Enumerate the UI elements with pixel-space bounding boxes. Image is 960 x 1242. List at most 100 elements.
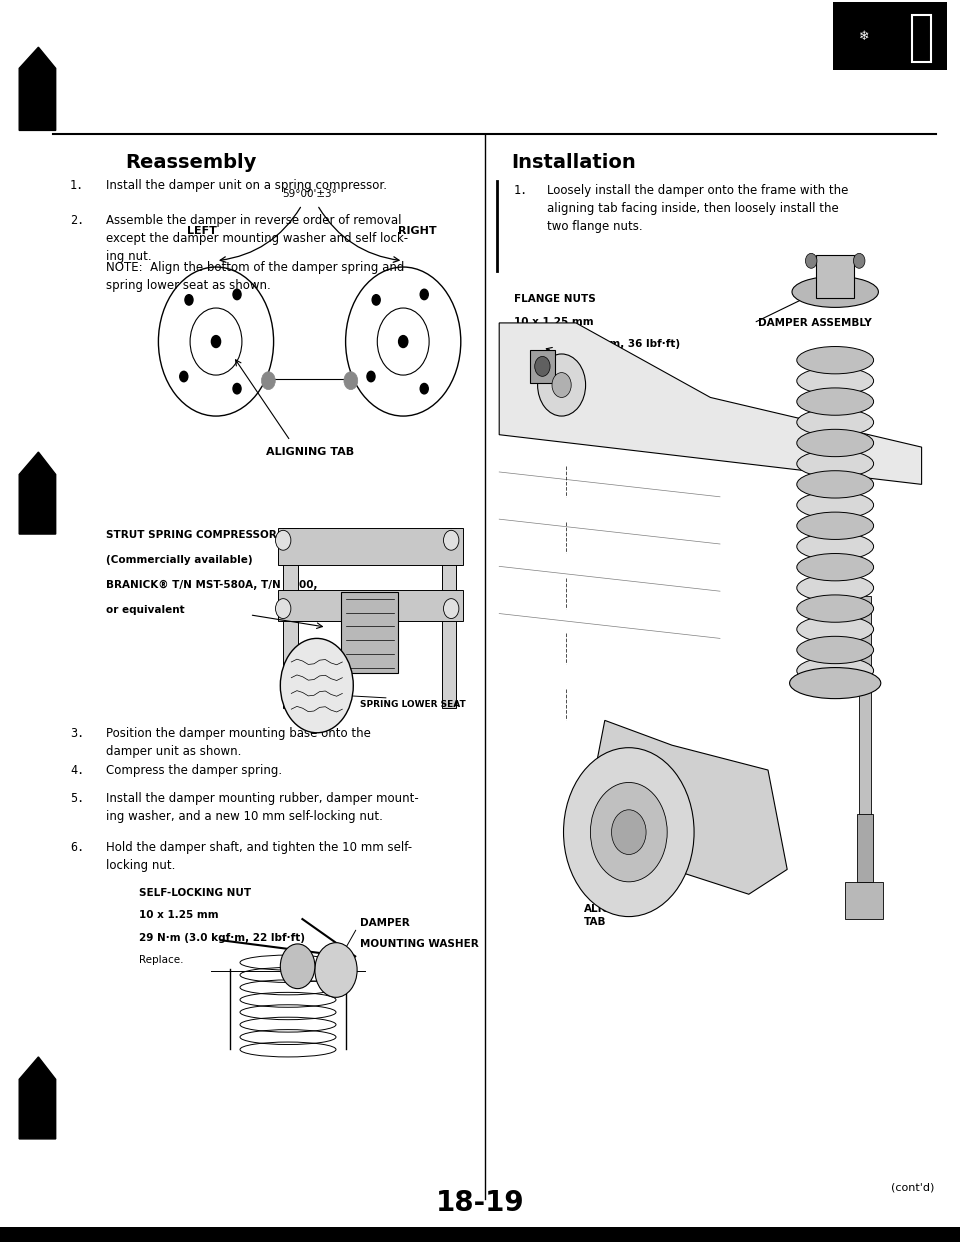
Text: SPRING LOWER SEAT: SPRING LOWER SEAT	[360, 700, 466, 709]
Text: Reassembly: Reassembly	[125, 153, 256, 171]
Circle shape	[280, 944, 315, 989]
Circle shape	[420, 384, 428, 394]
Text: RIGHT: RIGHT	[398, 226, 437, 236]
Ellipse shape	[797, 554, 874, 581]
Text: Installation: Installation	[512, 153, 636, 171]
Text: ALIGNING TAB: ALIGNING TAB	[266, 447, 353, 457]
Circle shape	[261, 371, 276, 390]
Text: 1.: 1.	[514, 184, 528, 196]
Text: 6.: 6.	[70, 841, 84, 853]
Circle shape	[590, 782, 667, 882]
Bar	[283, 528, 298, 708]
Text: 2.: 2.	[70, 214, 84, 226]
Bar	[341, 592, 398, 673]
Text: MOUNTING WASHER: MOUNTING WASHER	[360, 939, 479, 949]
Bar	[859, 596, 871, 845]
Circle shape	[805, 253, 817, 268]
Text: 1.: 1.	[70, 179, 84, 191]
Text: Install the damper mounting rubber, damper mount-
ing washer, and a new 10 mm se: Install the damper mounting rubber, damp…	[106, 792, 419, 823]
Circle shape	[398, 335, 408, 348]
Circle shape	[372, 294, 380, 306]
Circle shape	[535, 356, 550, 376]
Text: Install the damper unit on a spring compressor.: Install the damper unit on a spring comp…	[106, 179, 387, 191]
Ellipse shape	[797, 430, 874, 457]
Text: 10 x 1.25 mm: 10 x 1.25 mm	[514, 317, 593, 327]
Bar	[278, 590, 463, 621]
Bar	[442, 528, 456, 708]
Text: or equivalent: or equivalent	[106, 605, 184, 615]
Bar	[845, 882, 883, 919]
Polygon shape	[19, 452, 56, 534]
Text: Loosely install the damper onto the frame with the
aligning tab facing inside, t: Loosely install the damper onto the fram…	[547, 184, 849, 232]
Bar	[530, 350, 555, 383]
Ellipse shape	[797, 409, 874, 436]
Circle shape	[612, 810, 646, 854]
Ellipse shape	[797, 636, 874, 663]
Text: 10 x 1.25 mm: 10 x 1.25 mm	[139, 910, 219, 920]
Bar	[833, 2, 947, 70]
Ellipse shape	[797, 657, 874, 684]
Text: NOTE:  Align the bottom of the damper spring and
spring lower seat as shown.: NOTE: Align the bottom of the damper spr…	[106, 261, 404, 292]
Bar	[278, 528, 463, 565]
Circle shape	[367, 371, 375, 381]
Text: 4.: 4.	[70, 764, 84, 776]
Ellipse shape	[792, 277, 878, 307]
Circle shape	[211, 335, 221, 348]
Text: DAMPER: DAMPER	[360, 918, 410, 928]
Text: SELF-LOCKING NUT: SELF-LOCKING NUT	[139, 888, 252, 898]
Text: (cont'd): (cont'd)	[891, 1182, 934, 1192]
Ellipse shape	[797, 347, 874, 374]
Text: LEFT: LEFT	[186, 226, 217, 236]
Text: Replace.: Replace.	[139, 955, 183, 965]
Polygon shape	[19, 47, 56, 130]
Circle shape	[276, 530, 291, 550]
Circle shape	[233, 384, 241, 394]
Circle shape	[315, 943, 357, 997]
Text: Hold the damper shaft, and tighten the 10 mm self-
locking nut.: Hold the damper shaft, and tighten the 1…	[106, 841, 412, 872]
Ellipse shape	[797, 492, 874, 519]
Text: carmanualsonline.info: carmanualsonline.info	[430, 1227, 530, 1236]
Text: Assemble the damper in reverse order of removal
except the damper mounting washe: Assemble the damper in reverse order of …	[106, 214, 408, 262]
Polygon shape	[595, 720, 787, 894]
Text: ALIGNING
TAB: ALIGNING TAB	[584, 904, 640, 927]
Circle shape	[280, 638, 353, 733]
Ellipse shape	[797, 595, 874, 622]
Bar	[816, 255, 854, 298]
Ellipse shape	[797, 388, 874, 415]
Text: BRANICK® T/N MST-580A, T/N 7200,: BRANICK® T/N MST-580A, T/N 7200,	[106, 580, 317, 590]
Ellipse shape	[797, 471, 874, 498]
Text: 29 N·m (3.0 kgf·m, 22 lbf·ft): 29 N·m (3.0 kgf·m, 22 lbf·ft)	[139, 933, 305, 943]
Ellipse shape	[797, 616, 874, 643]
Text: STRUT SPRING COMPRESSOR:: STRUT SPRING COMPRESSOR:	[106, 530, 280, 540]
Text: 18-19: 18-19	[436, 1189, 524, 1217]
Ellipse shape	[789, 668, 881, 698]
Circle shape	[552, 373, 571, 397]
Text: DAMPER ASSEMBLY: DAMPER ASSEMBLY	[758, 318, 872, 328]
Polygon shape	[499, 323, 922, 484]
Ellipse shape	[797, 512, 874, 539]
Ellipse shape	[797, 574, 874, 601]
Text: FLANGE NUTS: FLANGE NUTS	[514, 294, 595, 304]
Circle shape	[276, 599, 291, 619]
Circle shape	[233, 289, 241, 299]
Polygon shape	[19, 1057, 56, 1139]
Text: (Commercially available): (Commercially available)	[106, 555, 252, 565]
Bar	[912, 15, 931, 62]
Bar	[0, 1227, 960, 1242]
Circle shape	[444, 599, 459, 619]
Text: ❄: ❄	[859, 30, 869, 42]
Circle shape	[180, 371, 188, 381]
Circle shape	[420, 289, 428, 299]
Circle shape	[344, 371, 358, 390]
Ellipse shape	[797, 450, 874, 477]
Text: Position the damper mounting base onto the
damper unit as shown.: Position the damper mounting base onto t…	[106, 727, 371, 758]
Ellipse shape	[797, 533, 874, 560]
Ellipse shape	[797, 368, 874, 395]
Text: Compress the damper spring.: Compress the damper spring.	[106, 764, 281, 776]
Circle shape	[538, 354, 586, 416]
Circle shape	[444, 530, 459, 550]
Circle shape	[853, 253, 865, 268]
Text: 49 N·m (5.0 kgf·m, 36 lbf·ft): 49 N·m (5.0 kgf·m, 36 lbf·ft)	[514, 339, 680, 349]
Circle shape	[564, 748, 694, 917]
Text: 5.: 5.	[70, 792, 84, 805]
